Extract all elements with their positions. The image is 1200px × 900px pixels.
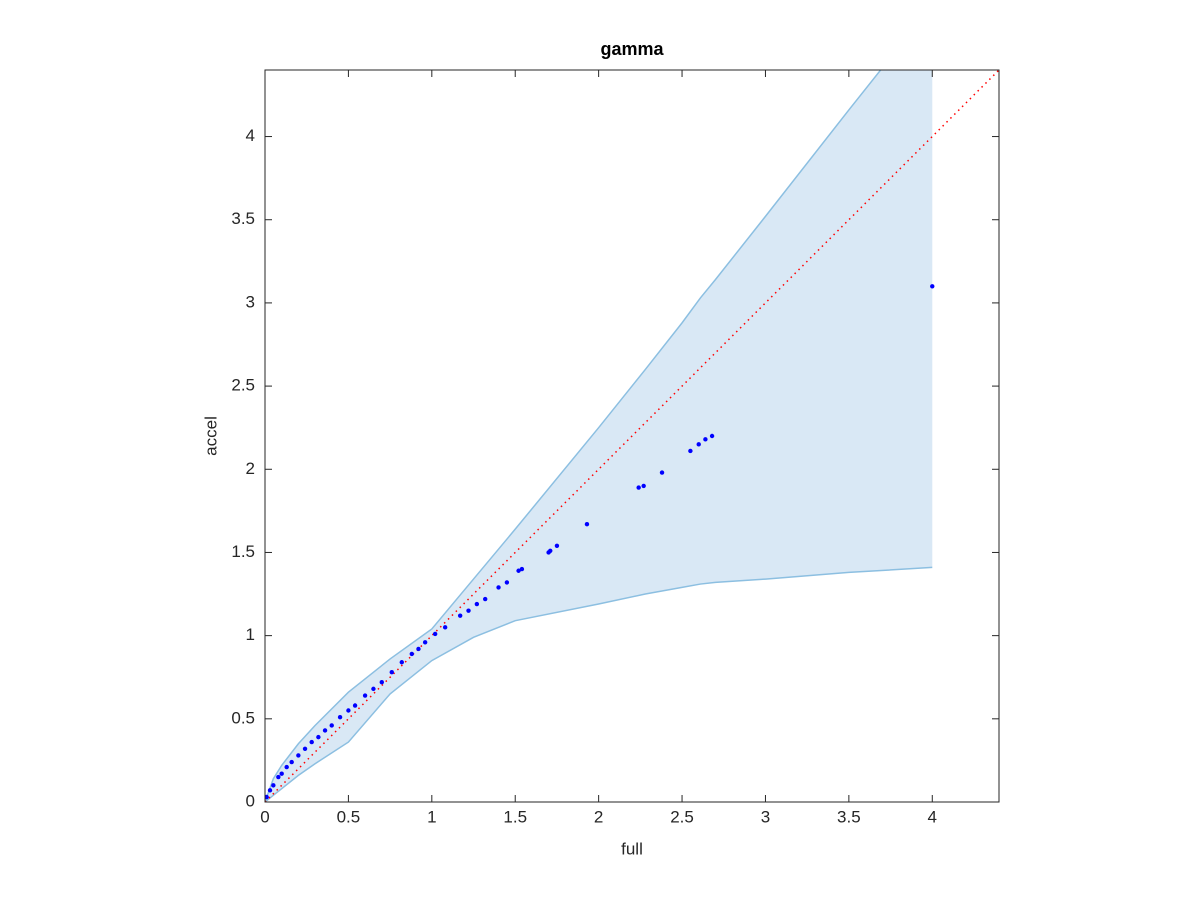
point [483,596,488,602]
point [329,723,334,728]
y-tick-label: 2.5 [231,376,255,395]
x-tick-label: 3 [761,807,770,826]
point [279,771,284,776]
y-axis-label: accel [201,416,220,456]
point [296,753,301,758]
point [466,608,471,613]
x-tick-label: 3.5 [837,807,861,826]
point [371,686,376,692]
axes-box [264,69,1000,803]
x-tick-label: 4 [928,807,937,826]
point [379,680,384,685]
point [584,521,590,527]
point [930,284,935,289]
point [519,566,525,572]
x-tick-label: 2.5 [670,807,694,826]
y-tick-label: 3.5 [231,209,255,228]
point [554,543,560,548]
point [399,660,404,665]
point [346,708,351,713]
point [442,625,448,630]
point [636,485,641,490]
point [337,714,343,720]
point [276,774,281,780]
point [703,437,708,442]
point [457,613,463,618]
point [389,670,394,675]
x-tick-label: 2 [594,807,603,826]
band-lower-edge [265,566,933,802]
x-tick-label: 0.5 [337,807,361,826]
point [284,764,289,770]
y-tick-label: 2 [246,459,255,478]
point [548,548,553,553]
point [267,788,273,793]
band-upper-edge [265,70,882,802]
point [659,470,665,475]
point [688,448,693,454]
point [409,651,414,657]
chart-title: gamma [600,39,664,59]
y-tick-label: 4 [246,126,255,145]
point [474,601,480,607]
y-tick-label: 3 [246,292,255,311]
point [709,433,715,439]
plot-area [265,70,999,802]
x-tick-label: 1.5 [503,807,527,826]
point [362,693,368,698]
reference-line [265,70,999,802]
point [432,631,438,637]
y-tick-label: 0.5 [231,708,255,727]
point [422,640,428,645]
point [416,646,421,652]
y-tick-label: 1 [246,625,255,644]
x-tick-label: 1 [427,807,436,826]
point [352,703,358,708]
point [309,739,314,745]
band-fill [265,70,933,802]
point [516,568,521,573]
point [504,580,510,585]
point [322,728,328,733]
point [289,759,294,765]
point [265,794,269,800]
point [316,734,321,740]
y-tick-label: 0 [246,791,255,810]
x-tick-label: 0 [260,807,269,826]
point [696,442,701,447]
point [496,585,501,590]
point [271,783,276,788]
point [302,746,308,751]
point [641,483,646,489]
x-axis-label: full [621,839,643,858]
y-tick-label: 1.5 [231,542,255,561]
